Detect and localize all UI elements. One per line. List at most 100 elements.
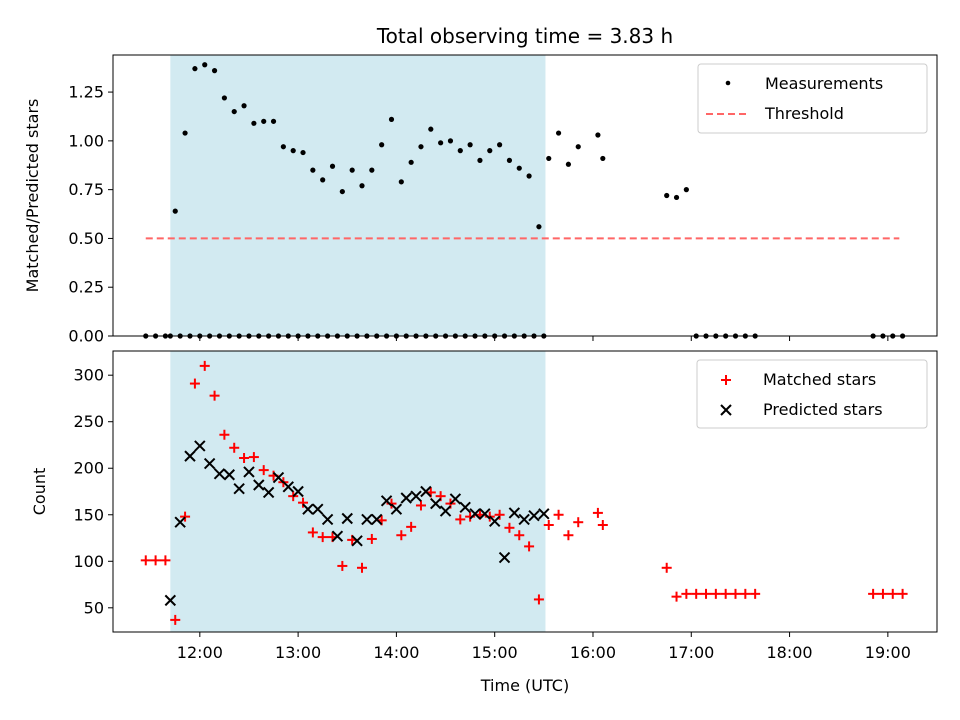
measurement-point bbox=[683, 187, 689, 193]
bottom-panel-frame bbox=[112, 350, 938, 633]
top-legend: Measurements Threshold bbox=[697, 63, 928, 134]
predicted-point bbox=[282, 481, 294, 493]
predicted-point-b bbox=[459, 501, 471, 514]
predicted-point-b bbox=[213, 468, 226, 480]
x-tick-label: 18:00 bbox=[767, 643, 813, 662]
predicted-point bbox=[528, 509, 540, 522]
measurement-point bbox=[369, 167, 375, 173]
top-panel: 0.00 0.25 0.50 0.75 1.00 1.25 Matched/Predict… bbox=[23, 54, 938, 346]
bottom-legend-box bbox=[696, 359, 928, 429]
predicted-point bbox=[361, 513, 373, 526]
measurement-point bbox=[290, 148, 296, 154]
matched-point bbox=[357, 562, 368, 573]
matched-point bbox=[415, 500, 426, 511]
predicted-point bbox=[459, 501, 471, 514]
measurement-point bbox=[555, 130, 562, 136]
predicted-point bbox=[518, 513, 530, 526]
predicted-point bbox=[253, 479, 265, 491]
predicted-point bbox=[262, 486, 275, 499]
matched-point bbox=[877, 588, 888, 599]
matched-point bbox=[366, 533, 377, 544]
predicted-point-b bbox=[292, 485, 304, 498]
predicted-point bbox=[194, 440, 206, 452]
measurement-point bbox=[388, 116, 395, 122]
predicted-point-b bbox=[479, 508, 491, 520]
predicted-point bbox=[213, 468, 226, 480]
matched-point bbox=[317, 532, 328, 543]
measurement-point bbox=[438, 140, 444, 146]
matched-point bbox=[140, 555, 151, 566]
predicted-point-b bbox=[272, 471, 285, 484]
measurement-point bbox=[408, 159, 414, 165]
measurement-point bbox=[310, 167, 316, 173]
predicted-point-b bbox=[331, 530, 344, 542]
legend-plus bbox=[721, 375, 731, 385]
legend-predicted-marker bbox=[720, 404, 732, 416]
matched-point bbox=[524, 541, 535, 552]
legend-predicted-label: Predicted stars bbox=[763, 400, 883, 419]
predicted-point bbox=[410, 490, 422, 502]
x-tick-label: 12:00 bbox=[177, 643, 223, 662]
matched-point bbox=[406, 521, 417, 532]
measurement-point bbox=[595, 132, 601, 138]
predicted-point bbox=[508, 507, 521, 519]
predicted-point-b bbox=[361, 513, 373, 526]
matched-point bbox=[160, 555, 171, 566]
x-tick-label: 17:00 bbox=[668, 643, 714, 662]
matched-point bbox=[248, 452, 259, 463]
measurement-point bbox=[664, 192, 670, 199]
matched-point bbox=[396, 530, 407, 541]
measurement-point bbox=[457, 148, 463, 154]
predicted-point bbox=[498, 551, 511, 564]
predicted-point bbox=[479, 508, 491, 520]
matched-point bbox=[868, 588, 879, 599]
predicted-point bbox=[488, 515, 501, 527]
measurement-point bbox=[349, 167, 355, 173]
predicted-point-b bbox=[508, 507, 521, 519]
predicted-point bbox=[538, 508, 550, 520]
bottom-ytick-label: 150 bbox=[73, 505, 104, 524]
matched-point bbox=[750, 588, 761, 599]
top-ytick-label: 1.25 bbox=[68, 83, 104, 102]
top-ytick-label: 0.50 bbox=[68, 229, 104, 248]
predicted-point-b bbox=[262, 486, 275, 499]
predicted-point-b bbox=[390, 503, 403, 515]
matched-point bbox=[740, 588, 751, 599]
predicted-point-b bbox=[321, 513, 334, 526]
measurement-point bbox=[546, 155, 552, 162]
predicted-point bbox=[371, 513, 383, 526]
predicted-point bbox=[449, 493, 462, 505]
measurement-point bbox=[202, 62, 208, 68]
predicted-point-b bbox=[341, 512, 353, 525]
measurement-point bbox=[565, 161, 572, 167]
legend-cross-b bbox=[720, 404, 732, 416]
predicted-point-b bbox=[164, 594, 177, 607]
matched-point bbox=[681, 588, 692, 599]
predicted-point bbox=[292, 485, 304, 498]
measurement-point bbox=[575, 144, 581, 150]
legend-threshold-label: Threshold bbox=[764, 104, 844, 123]
predicted-point-b bbox=[253, 479, 265, 491]
predicted-point-b bbox=[302, 503, 314, 515]
predicted-point bbox=[469, 508, 481, 520]
matched-point bbox=[553, 509, 564, 520]
measurement-point bbox=[600, 155, 606, 162]
predicted-point bbox=[164, 594, 177, 607]
predicted-point-b bbox=[469, 508, 481, 520]
matched-point bbox=[661, 562, 672, 573]
matched-point bbox=[533, 594, 544, 605]
measurement-point bbox=[211, 68, 218, 74]
predicted-point-b bbox=[410, 490, 422, 502]
top-ytick-label: 1.00 bbox=[68, 131, 104, 150]
predicted-point-b bbox=[371, 513, 383, 526]
predicted-point-b bbox=[430, 497, 442, 510]
bottom-y-axis-label: Count bbox=[30, 468, 49, 516]
predicted-point-b bbox=[498, 551, 511, 564]
predicted-point bbox=[184, 450, 196, 462]
measurement-point bbox=[536, 224, 542, 230]
measurement-point bbox=[467, 142, 473, 148]
matched-point bbox=[671, 591, 682, 602]
matched-point bbox=[209, 390, 220, 401]
top-ytick-label: 0.75 bbox=[68, 180, 104, 199]
